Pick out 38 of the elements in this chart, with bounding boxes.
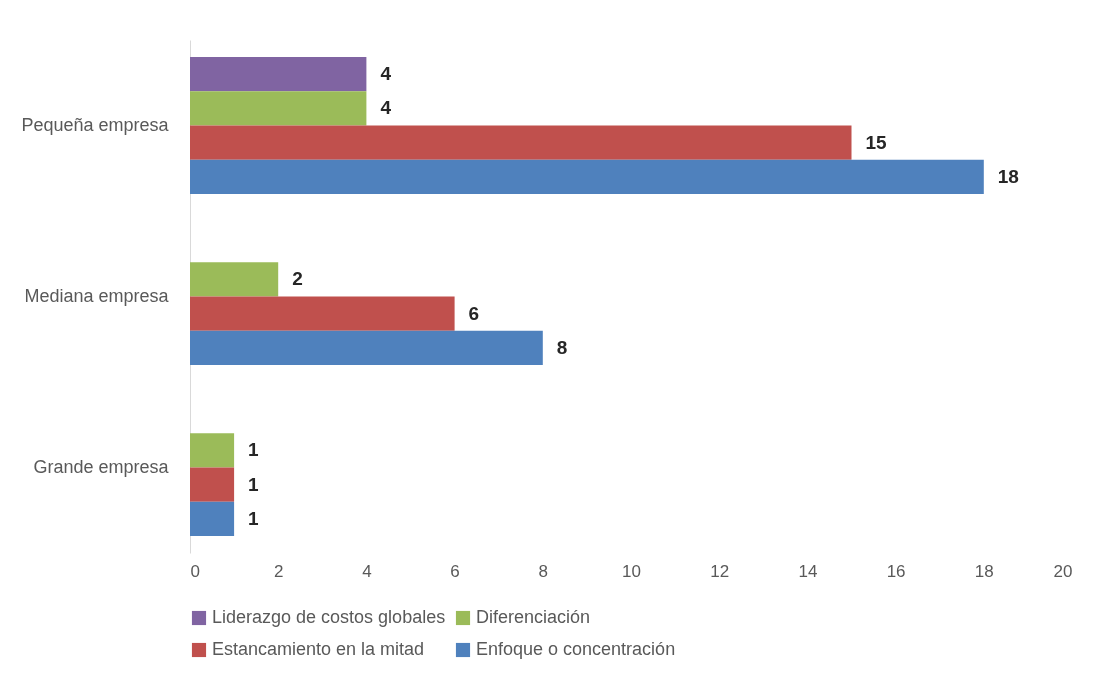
x-tick-label: 16 bbox=[886, 561, 906, 581]
x-tick-label: 0 bbox=[190, 561, 200, 581]
y-tick-label: Mediana empresa bbox=[24, 285, 170, 306]
bar bbox=[190, 501, 235, 536]
data-label: 1 bbox=[248, 473, 260, 495]
x-tick-label: 8 bbox=[538, 561, 549, 581]
x-tick-label: 18 bbox=[974, 561, 994, 581]
y-tick-label: Pequeña empresa bbox=[21, 114, 170, 135]
y-tick-label: Grande empresa bbox=[33, 456, 170, 477]
x-tick-label: 12 bbox=[710, 561, 730, 581]
data-label: 4 bbox=[380, 97, 392, 119]
legend-label: Liderazgo de costos globales bbox=[212, 607, 446, 627]
x-tick-label: 20 bbox=[1053, 561, 1073, 581]
data-label: 1 bbox=[248, 507, 260, 529]
legend-label: Diferenciación bbox=[476, 607, 591, 627]
data-label: 1 bbox=[248, 439, 260, 461]
data-label: 2 bbox=[292, 268, 303, 290]
bar bbox=[190, 330, 543, 365]
bar bbox=[190, 125, 852, 160]
x-tick-label: 10 bbox=[622, 561, 641, 581]
data-label: 8 bbox=[556, 336, 568, 358]
legend-label: Estancamiento en la mitad bbox=[212, 639, 425, 659]
x-tick-label: 4 bbox=[362, 561, 372, 581]
data-label: 4 bbox=[380, 63, 392, 85]
bar bbox=[190, 296, 455, 331]
data-label: 6 bbox=[468, 302, 480, 324]
bar bbox=[190, 159, 984, 194]
x-tick-label: 2 bbox=[273, 561, 284, 581]
data-label: 18 bbox=[997, 165, 1019, 187]
x-tick-label: 14 bbox=[798, 561, 818, 581]
bar bbox=[190, 467, 235, 502]
data-label: 15 bbox=[865, 131, 888, 153]
x-tick-label: 6 bbox=[450, 561, 460, 581]
bar bbox=[190, 262, 279, 297]
bar bbox=[190, 57, 367, 92]
legend-label: Enfoque o concentración bbox=[476, 639, 676, 659]
bar bbox=[190, 91, 367, 126]
bar bbox=[190, 433, 235, 468]
